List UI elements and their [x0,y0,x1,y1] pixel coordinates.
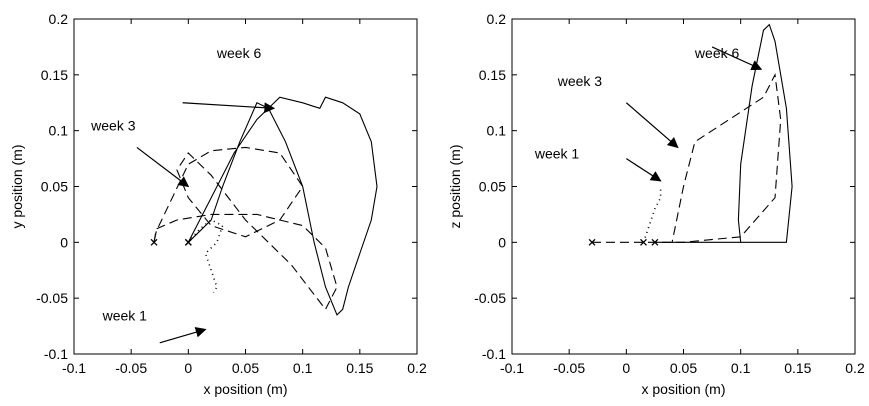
x-tick-label: -0.1 [500,360,524,376]
x-tick-label: -0.1 [62,360,86,376]
start-marker [588,238,596,246]
series-week-6 [654,23,793,243]
x-tick-label: 0.15 [346,360,373,376]
y-tick-label: -0.05 [474,290,506,306]
y-tick-label: 0.15 [41,67,68,83]
x-tick-label: 0.1 [731,360,751,376]
x-tick-label: -0.05 [553,360,585,376]
annotation-label: week 6 [216,45,262,61]
annotation-arrow [182,102,276,114]
chart-panel-1: -0.1 -0.05 0 0.05 0.1 0.15 0.2 -0.1 -0.05 0 0.05 0.… [9,11,427,397]
annotation-label: week 6 [694,45,740,61]
x-tick-label: 0.05 [232,360,259,376]
x-tick-label: 0 [622,360,630,376]
x-tick-label: 0.2 [407,360,427,376]
annotation-arrow [159,326,207,344]
annotation-arrow [136,146,190,188]
series-week-3 [592,72,782,243]
chart-panel-2: -0.1 -0.05 0 0.05 0.1 0.15 0.2 -0.1 -0.05 0 0.05 0.… [447,11,865,397]
start-marker [651,238,659,246]
series-week-3 [153,146,338,311]
series-week-6 [187,96,378,316]
y-tick-label: -0.1 [482,346,506,362]
y-tick-label: 0.1 [49,123,69,139]
y-tick-label: 0.2 [49,11,69,27]
x-axis-label: x position (m) [203,381,287,397]
annotation-arrow [711,46,763,71]
x-tick-label: 0.05 [670,360,697,376]
y-tick-label: -0.05 [36,290,68,306]
plot-frame [73,18,418,355]
y-tick-label: 0 [498,234,506,250]
x-tick-label: 0.15 [784,360,811,376]
y-tick-label: 0 [60,234,68,250]
start-marker [184,238,192,246]
y-tick-label: 0.2 [487,11,507,27]
annotation-label: week 1 [534,146,580,162]
x-tick-label: 0 [184,360,192,376]
series-week-1 [642,186,662,243]
annotation-label: week 3 [557,73,603,89]
y-axis-label: y position (m) [9,144,25,228]
y-tick-label: -0.1 [44,346,68,362]
y-tick-label: 0.05 [41,179,68,195]
annotation-label: week 3 [90,118,136,134]
x-axis-label: x position (m) [641,381,725,397]
y-tick-label: 0.1 [487,123,507,139]
x-tick-label: 0.2 [845,360,865,376]
x-tick-label: 0.1 [293,360,313,376]
annotation-arrow [625,102,679,149]
annotation-label: week 1 [102,308,148,324]
x-tick-label: -0.05 [115,360,147,376]
start-marker [640,238,647,246]
start-marker [150,238,158,246]
annotation-arrow [626,158,662,182]
y-tick-label: 0.15 [479,67,506,83]
y-tick-label: 0.05 [479,179,506,195]
y-axis-label: z position (m) [447,144,463,228]
